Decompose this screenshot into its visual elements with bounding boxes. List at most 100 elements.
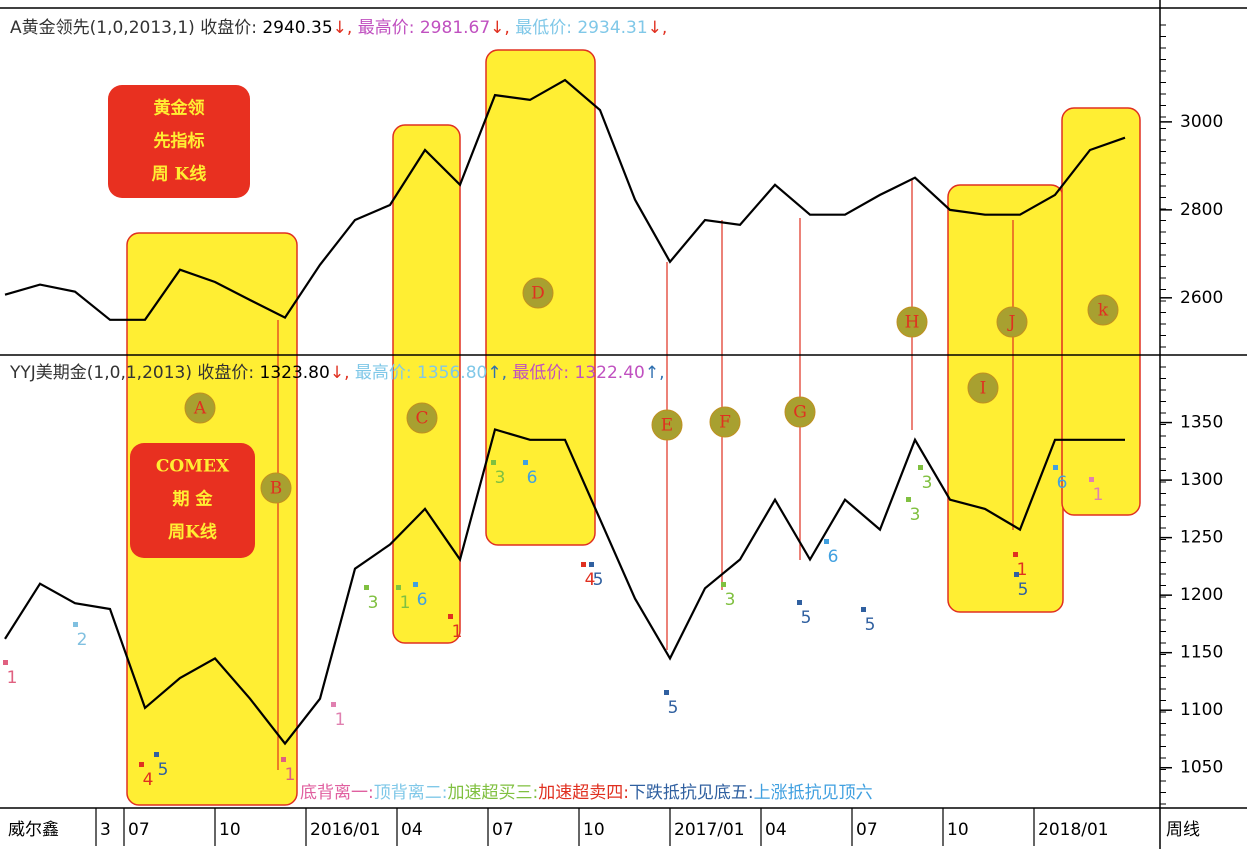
y-tick-label: 1200 [1180, 585, 1223, 605]
title-part: YYJ美期金(1,0,1,2013) 收盘价: [9, 363, 260, 383]
signal-dot [331, 702, 336, 707]
signal-dot [1089, 477, 1094, 482]
signal-label: 3 [368, 593, 379, 613]
zone-circle [784, 396, 816, 428]
x-tick-label: 2017/01 [674, 820, 745, 840]
zone-circle [522, 277, 554, 309]
signal-label: 3 [922, 473, 933, 493]
price-line [4, 78, 1126, 321]
title-part: ↓, [330, 363, 355, 383]
zone-letter: F [719, 413, 731, 433]
signal-dot [664, 690, 669, 695]
signal-label: 1 [7, 668, 18, 688]
signal-dot [824, 539, 829, 544]
signal-dot [139, 762, 144, 767]
signal-label: 6 [527, 468, 538, 488]
x-tick-label: 04 [401, 820, 423, 840]
y-tick-label: 1050 [1180, 758, 1223, 778]
zone-circle [709, 406, 741, 438]
zone-letter: E [661, 416, 673, 436]
zone-circle [184, 392, 216, 424]
title-part: ↑, [487, 363, 512, 383]
label-box-text: 黄金领 [154, 98, 205, 119]
signal-label: 1 [452, 622, 463, 642]
title-part: ↑, [645, 363, 665, 383]
signal-dot [589, 562, 594, 567]
signal-dot [396, 585, 401, 590]
legend-item: 加速超买三: [447, 783, 538, 803]
signal-dot [797, 600, 802, 605]
label-box-text: COMEX [156, 457, 230, 477]
signal-label: 3 [725, 590, 736, 610]
zone-circle [896, 306, 928, 338]
y-tick-label: 2600 [1180, 288, 1223, 308]
signal-label: 1 [1017, 560, 1028, 580]
signal-label: 6 [417, 590, 428, 610]
label-box [108, 85, 250, 198]
signal-label: 2 [77, 630, 88, 650]
signal-label: 1 [1093, 485, 1104, 505]
title-part: 1323.80 [260, 363, 330, 383]
y-tick-label: 1250 [1180, 528, 1223, 548]
signal-label: 5 [668, 698, 679, 718]
x-tick-label: 2016/01 [310, 820, 381, 840]
signal-dot [1053, 465, 1058, 470]
price-line [4, 428, 1125, 746]
signal-dot [448, 614, 453, 619]
label-box-text: 周K线 [168, 522, 217, 543]
y-tick-label: 1300 [1180, 470, 1223, 490]
signal-label: 4 [585, 570, 596, 590]
x-tick-label: 3 [100, 820, 111, 840]
y-tick-label: 3000 [1180, 112, 1223, 132]
zone-letter: J [1007, 313, 1016, 333]
title-part: ↓, [648, 18, 668, 38]
signal-label: 5 [865, 615, 876, 635]
period-label: 周线 [1166, 820, 1200, 840]
zone-circle [1087, 294, 1119, 326]
y-tick-label: 1150 [1180, 643, 1223, 663]
signal-label: 5 [158, 760, 169, 780]
panel-title: A黄金领先(1,0,2013,1) 收盘价: 2940.35↓, 最高价: 29… [10, 18, 667, 38]
signal-label: 1 [285, 765, 296, 785]
title-part: 最低价: 2934.31 [515, 18, 647, 38]
signal-label: 5 [1018, 580, 1029, 600]
label-box-text: 周 K线 [152, 164, 207, 185]
signal-dot [73, 622, 78, 627]
title-part: ↓, [333, 18, 358, 38]
label-box [130, 443, 255, 558]
x-tick-label: 10 [947, 820, 969, 840]
signal-label: 4 [143, 770, 154, 790]
signal-label: 6 [1057, 473, 1068, 493]
signal-dot [364, 585, 369, 590]
zone-letter: A [193, 399, 207, 419]
signal-dot [721, 582, 726, 587]
title-part: 最高价: 2981.67 [358, 18, 490, 38]
zone-circle [406, 402, 438, 434]
signal-dot [1013, 552, 1018, 557]
title-part: 2940.35 [262, 18, 332, 38]
software-label: 威尔鑫 [8, 820, 59, 840]
y-tick-label: 1350 [1180, 413, 1223, 433]
x-tick-label: 07 [128, 820, 150, 840]
zone-box [392, 124, 461, 644]
signal-dot [413, 582, 418, 587]
signal-dot [581, 562, 586, 567]
legend-item: 下跌抵抗见底五: [629, 783, 754, 803]
signal-dot [491, 460, 496, 465]
signal-label: 5 [801, 608, 812, 628]
zone-letter: D [531, 284, 545, 304]
label-box-text: 先指标 [154, 131, 205, 152]
zone-letter: k [1098, 301, 1109, 321]
signal-label: 3 [495, 468, 506, 488]
x-tick-label: 07 [492, 820, 514, 840]
title-part: ↓, [490, 18, 515, 38]
signal-dot [281, 757, 286, 762]
x-tick-label: 04 [765, 820, 787, 840]
signal-dot [1014, 572, 1019, 577]
signal-label: 6 [828, 547, 839, 567]
zone-letter: C [415, 409, 428, 429]
signal-label: 5 [593, 570, 604, 590]
title-part: 最低价: 1322.40 [512, 363, 644, 383]
panel-title: YYJ美期金(1,0,1,2013) 收盘价: 1323.80↓, 最高价: 1… [9, 363, 664, 383]
